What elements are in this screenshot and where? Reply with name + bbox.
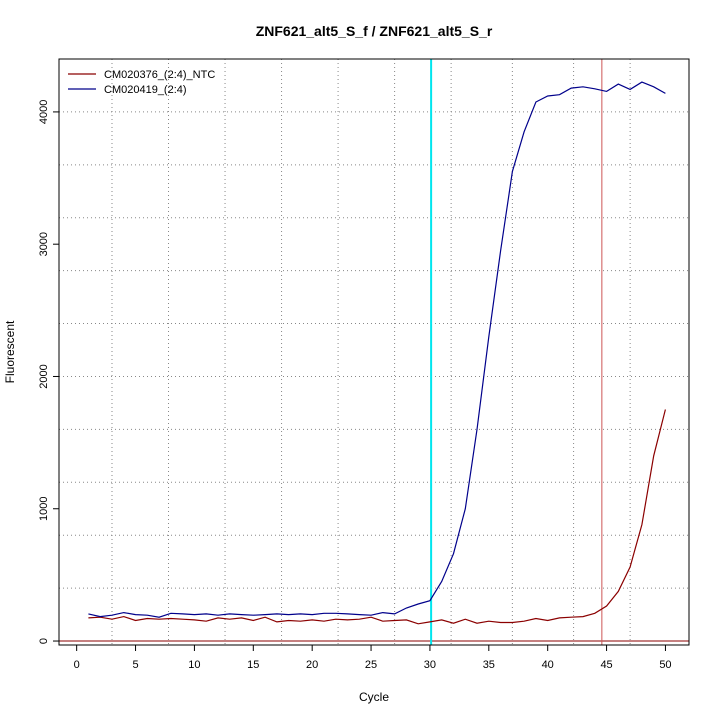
y-tick-label: 2000 [38,364,50,388]
y-tick-label: 1000 [38,497,50,521]
y-axis-title: Fluorescent [3,320,17,383]
series-line-2 [88,81,666,618]
y-tick-label: 4000 [38,100,50,124]
x-tick-label: 35 [483,659,495,671]
y-tick-label: 3000 [38,232,50,256]
series-lines [88,81,666,625]
reference-lines [59,59,689,645]
legend-label-1: CM020376_(2:4)_NTC [104,69,215,81]
x-tick-label: 30 [424,659,436,671]
legend: CM020376_(2:4)_NTC CM020419_(2:4) [68,69,215,96]
x-tick-label: 5 [132,659,138,671]
y-axis: 0 1000 2000 3000 4000 [38,100,60,644]
series-line-1 [88,409,666,625]
chart-title: ZNF621_alt5_S_f / ZNF621_alt5_S_r [256,23,493,39]
x-tick-label: 0 [74,659,80,671]
x-tick-label: 15 [247,659,259,671]
x-axis-title: Cycle [359,690,389,704]
x-tick-label: 10 [188,659,200,671]
grid-lines [59,59,689,645]
x-tick-label: 25 [365,659,377,671]
x-axis: 0 5 10 15 20 25 30 35 40 45 50 [74,644,672,671]
y-tick-label: 0 [38,638,50,644]
x-tick-label: 50 [659,659,671,671]
x-tick-label: 45 [600,659,612,671]
x-tick-label: 20 [306,659,318,671]
legend-label-2: CM020419_(2:4) [104,84,187,96]
x-tick-label: 40 [542,659,554,671]
